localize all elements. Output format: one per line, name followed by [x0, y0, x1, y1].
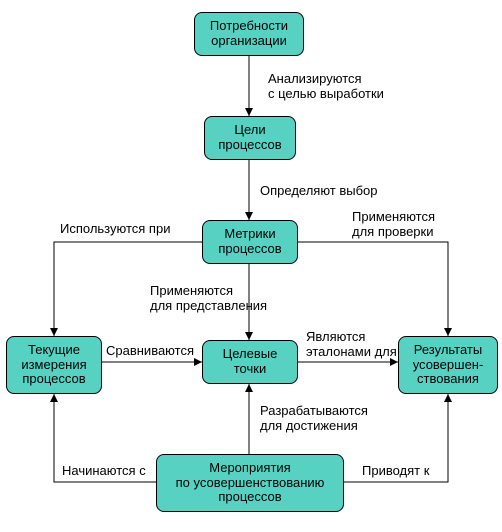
edge-label-n5-n6: Являются эталонами для: [306, 330, 397, 360]
edge-label-n7-n6: Приводят к: [362, 464, 429, 479]
node-n4: Текущие измерения процессов: [6, 336, 102, 394]
node-label: Текущие измерения процессов: [21, 343, 86, 388]
node-label: Результаты усовершен- ствования: [413, 343, 484, 388]
flowchart-diagram: Потребности организации Цели процессов Мет…: [0, 0, 502, 532]
edge-label-n3-n5: Применяются для представления: [150, 284, 267, 314]
node-label: Целевые точки: [223, 347, 278, 377]
node-n3: Метрики процессов: [202, 220, 298, 264]
edge-label-n2-n3: Определяют выбор: [260, 184, 378, 199]
node-label: Мероприятия по усовершенствованию процес…: [176, 461, 325, 506]
edge-label-n3-n4: Используются при: [60, 222, 170, 237]
edge-n3-n6: [298, 242, 448, 336]
edge-label-n4-n5: Сравниваются: [106, 344, 194, 359]
edge-layer: [0, 0, 502, 532]
node-n7: Мероприятия по усовершенствованию процес…: [156, 454, 344, 512]
node-n6: Результаты усовершен- ствования: [398, 336, 498, 394]
node-n5: Целевые точки: [202, 340, 298, 384]
edge-label-n7-n4: Начинаются с: [62, 464, 146, 479]
edge-label-n3-n6: Применяются для проверки: [352, 210, 435, 240]
edge-label-n7-n5: Разрабатываются для достижения: [260, 404, 368, 434]
node-label: Потребности организации: [210, 19, 288, 49]
node-label: Метрики процессов: [218, 227, 281, 257]
edge-label-n1-n2: Анализируются с целью выработки: [268, 72, 384, 102]
node-n2: Цели процессов: [204, 116, 296, 160]
node-n1: Потребности организации: [194, 12, 304, 56]
node-label: Цели процессов: [218, 123, 281, 153]
